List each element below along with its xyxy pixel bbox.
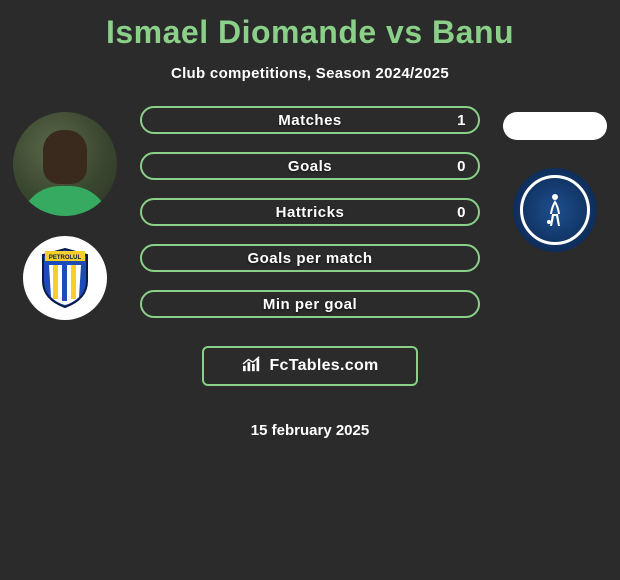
avatar-shoulder	[20, 186, 110, 216]
stat-label: Goals	[288, 158, 332, 175]
club-ring	[520, 175, 590, 245]
club-badge-right	[513, 168, 597, 252]
stat-value-right: 1	[457, 112, 466, 129]
branding-text: FcTables.com	[269, 357, 378, 375]
shield-icon: PETROLUL	[39, 247, 91, 309]
stat-row-gpm: Goals per match	[140, 244, 480, 272]
stat-value-right: 0	[457, 204, 466, 221]
subtitle: Club competitions, Season 2024/2025	[171, 65, 449, 82]
page-title: Ismael Diomande vs Banu	[106, 14, 514, 51]
content-row: PETROLUL Matches 1 Goals 0 Hattrick	[0, 106, 620, 439]
stat-label: Hattricks	[276, 204, 345, 221]
date-text: 15 february 2025	[251, 422, 369, 439]
center-column: Matches 1 Goals 0 Hattricks 0 Goals per …	[130, 106, 490, 439]
svg-text:PETROLUL: PETROLUL	[49, 255, 82, 261]
stat-row-goals: Goals 0	[140, 152, 480, 180]
stat-label: Goals per match	[247, 250, 372, 267]
stat-label: Matches	[278, 112, 342, 129]
stat-row-matches: Matches 1	[140, 106, 480, 134]
club-badge-left: PETROLUL	[23, 236, 107, 320]
player-avatar-left	[13, 112, 117, 216]
chart-icon	[241, 355, 263, 378]
stat-value-right: 0	[457, 158, 466, 175]
figure-icon	[545, 192, 565, 228]
stat-row-hattricks: Hattricks 0	[140, 198, 480, 226]
avatar-head	[43, 130, 87, 184]
stat-row-mpg: Min per goal	[140, 290, 480, 318]
right-column	[490, 106, 620, 252]
branding-box: FcTables.com	[202, 346, 418, 386]
player-avatar-right	[503, 112, 607, 140]
stat-label: Min per goal	[263, 296, 357, 313]
left-column: PETROLUL	[0, 106, 130, 320]
